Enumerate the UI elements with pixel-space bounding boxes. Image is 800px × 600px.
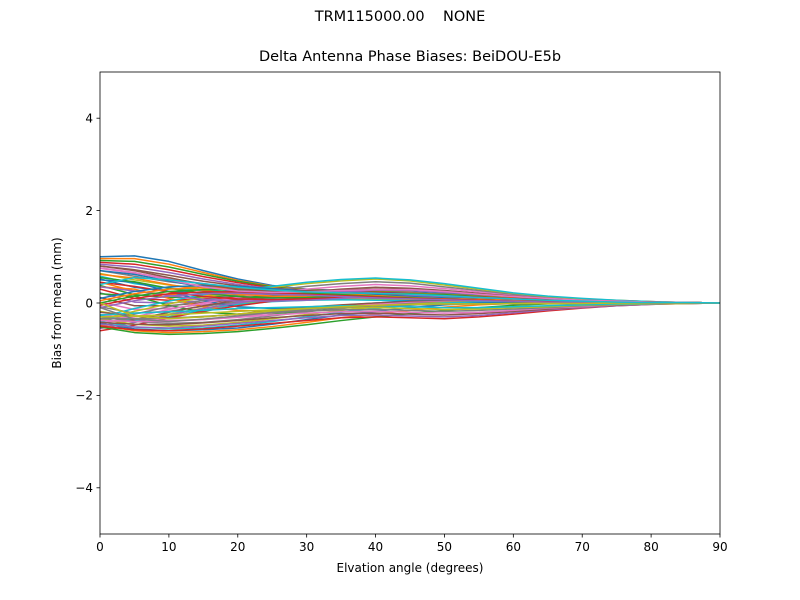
x-tick-label: 0 <box>96 540 104 554</box>
series-line-57 <box>100 267 720 304</box>
x-tick-label: 80 <box>643 540 658 554</box>
y-tick-label: −2 <box>75 389 93 403</box>
x-tick-label: 60 <box>506 540 521 554</box>
x-axis-label: Elvation angle (degrees) <box>336 561 484 575</box>
x-tick-label: 20 <box>230 540 245 554</box>
axes: 0 10 20 30 40 50 60 70 80 90 −4 −2 0 2 4 <box>75 71 728 554</box>
x-tick-label: 90 <box>712 540 727 554</box>
y-tick-label: 4 <box>85 112 93 126</box>
x-tick-label: 40 <box>368 540 383 554</box>
series-line-59 <box>100 302 720 320</box>
series-line-50 <box>100 302 720 316</box>
y-tick-label: 0 <box>85 296 93 310</box>
y-tick-label: −4 <box>75 481 93 495</box>
x-tick-label: 10 <box>161 540 176 554</box>
chart-title: Delta Antenna Phase Biases: BeiDOU-E5b <box>258 49 562 65</box>
series-line-30 <box>100 277 720 318</box>
x-tick-label: 50 <box>437 540 452 554</box>
x-tick-label: 30 <box>299 540 314 554</box>
y-tick-label: 2 <box>85 204 93 218</box>
series-line-60 <box>100 276 720 304</box>
x-tick-label: 70 <box>575 540 590 554</box>
figure-suptitle: TRM115000.00 NONE <box>314 9 486 25</box>
series-lines <box>100 255 720 336</box>
